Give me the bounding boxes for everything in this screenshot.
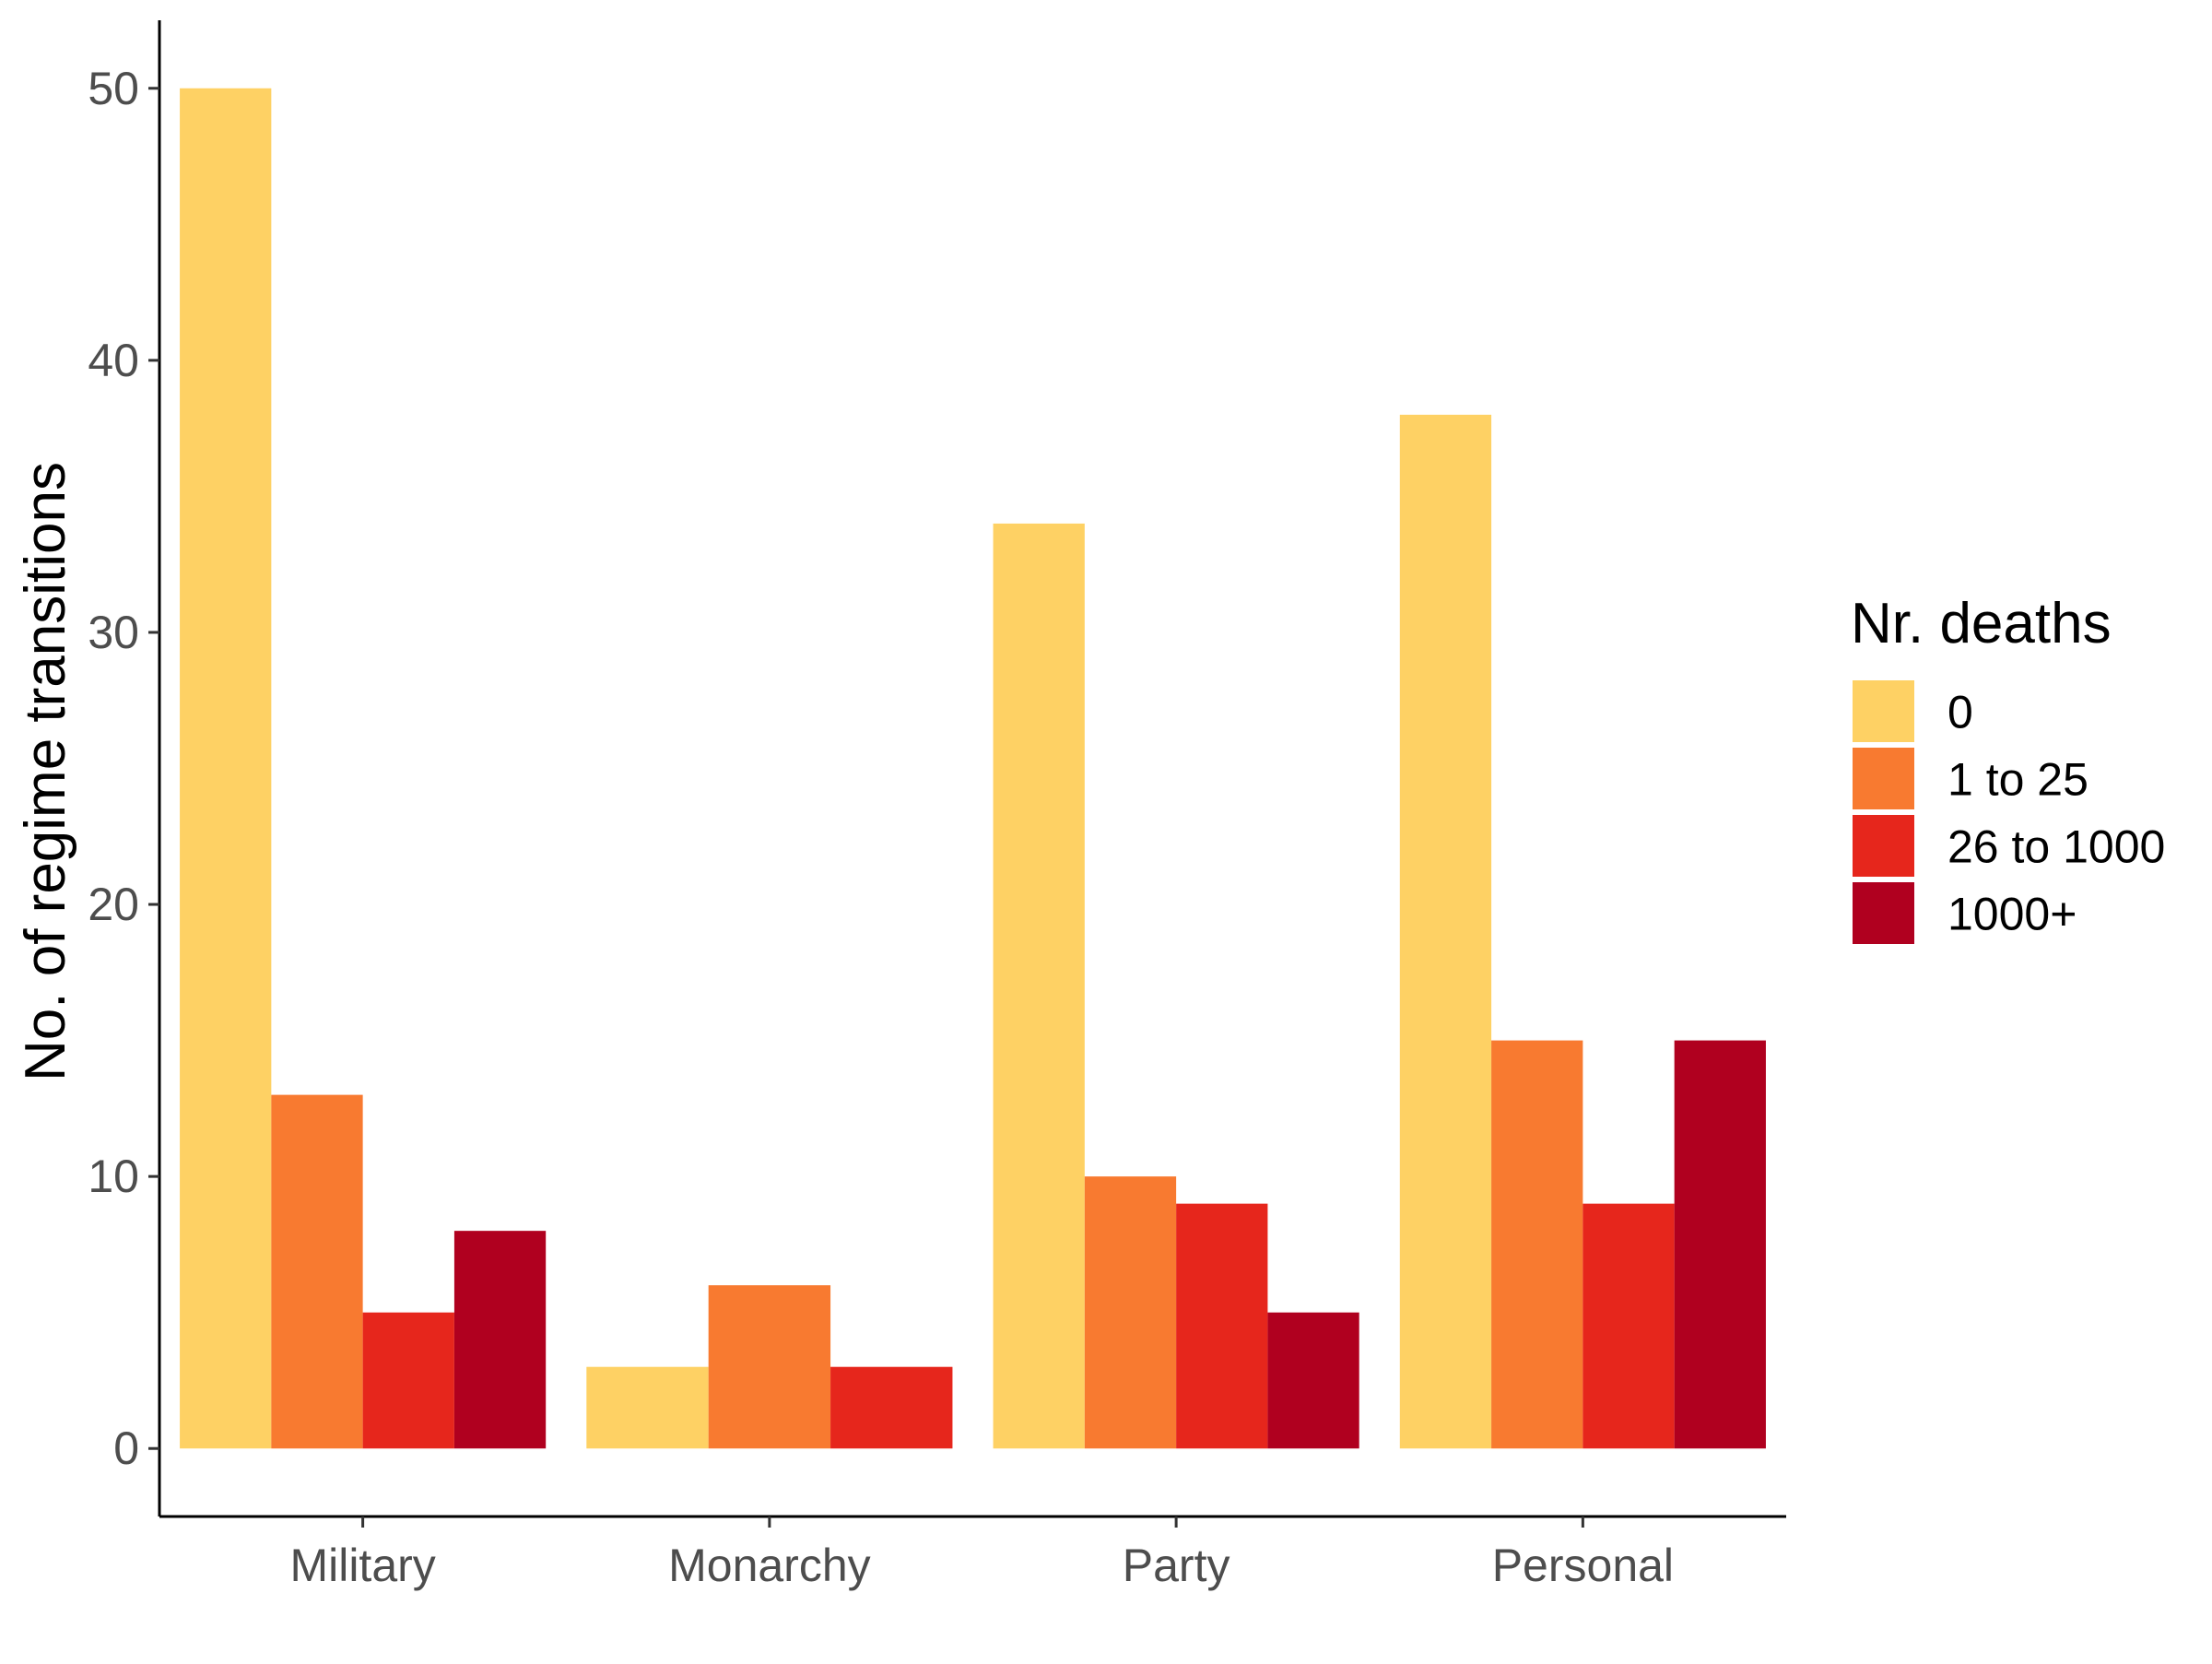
bar — [1399, 414, 1492, 1449]
legend-label: 1000+ — [1947, 889, 2077, 940]
x-tick-label: Monarchy — [668, 1540, 871, 1591]
bar — [1583, 1203, 1675, 1449]
bar — [271, 1094, 363, 1449]
y-tick-label: 40 — [88, 335, 139, 386]
bar — [1084, 1176, 1177, 1449]
bar — [708, 1285, 831, 1449]
y-tick-label: 10 — [88, 1151, 139, 1202]
bar — [830, 1366, 953, 1449]
x-ticks: Military Monarchy Party Personal — [289, 1516, 1674, 1591]
x-tick-label: Military — [289, 1540, 435, 1591]
bar — [1267, 1312, 1359, 1449]
bar — [1176, 1203, 1268, 1449]
legend: Nr. deaths 0 1 to 25 26 to 1000 1000+ — [1851, 592, 2165, 944]
y-axis-title: No. of regime transitions — [14, 462, 77, 1081]
bar — [586, 1366, 709, 1449]
y-tick-label: 20 — [88, 879, 139, 930]
bar — [362, 1312, 454, 1449]
bar — [453, 1231, 547, 1449]
bars-layer — [180, 88, 1766, 1449]
bar — [180, 88, 272, 1449]
legend-key — [1853, 882, 1914, 944]
legend-key — [1853, 815, 1914, 877]
legend-key — [1853, 680, 1914, 742]
legend-label: 1 to 25 — [1947, 754, 2088, 806]
legend-label: 26 to 1000 — [1947, 821, 2165, 873]
bar — [993, 523, 1085, 1449]
y-tick-label: 30 — [88, 607, 139, 658]
y-ticks: 0 10 20 30 40 50 — [88, 63, 159, 1474]
legend-title: Nr. deaths — [1851, 592, 2112, 655]
y-tick-label: 0 — [113, 1422, 139, 1474]
x-tick-label: Personal — [1492, 1540, 1674, 1591]
y-tick-label: 50 — [88, 63, 139, 114]
axes-layer — [158, 20, 1786, 1518]
x-tick-label: Party — [1123, 1540, 1230, 1591]
legend-label: 0 — [1947, 687, 1973, 738]
bar — [1674, 1040, 1766, 1449]
bar — [1491, 1040, 1583, 1449]
legend-key — [1853, 748, 1914, 809]
